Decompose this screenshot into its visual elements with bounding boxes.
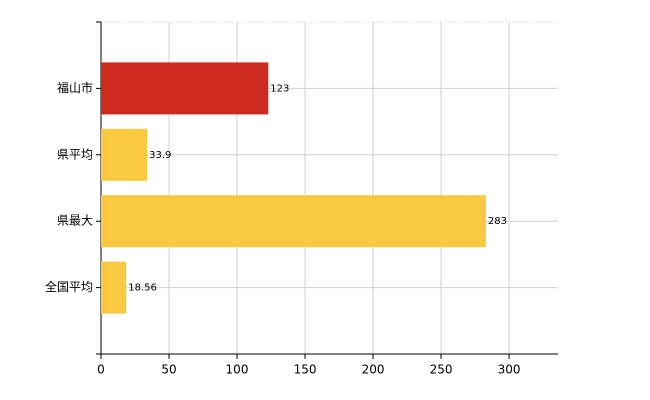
y-tick-label: 県最大	[57, 214, 93, 228]
value-label: 33.9	[149, 150, 171, 161]
y-tick-label: 県平均	[57, 147, 93, 161]
x-tick-label: 0	[97, 363, 105, 377]
bar	[101, 195, 486, 248]
x-tick-label: 250	[430, 363, 453, 377]
x-tick-label: 300	[498, 363, 521, 377]
y-tick-label: 全国平均	[45, 279, 93, 294]
bar	[101, 62, 269, 115]
value-label: 283	[488, 216, 507, 227]
x-tick-label: 150	[294, 363, 317, 377]
x-tick-label: 100	[226, 363, 249, 377]
value-label: 18.56	[128, 283, 157, 294]
x-tick-label: 50	[161, 363, 176, 377]
bar	[101, 128, 148, 181]
y-tick-label: 福山市	[57, 80, 93, 95]
bar	[101, 261, 127, 314]
x-tick-label: 200	[362, 363, 385, 377]
value-label: 123	[270, 83, 289, 94]
